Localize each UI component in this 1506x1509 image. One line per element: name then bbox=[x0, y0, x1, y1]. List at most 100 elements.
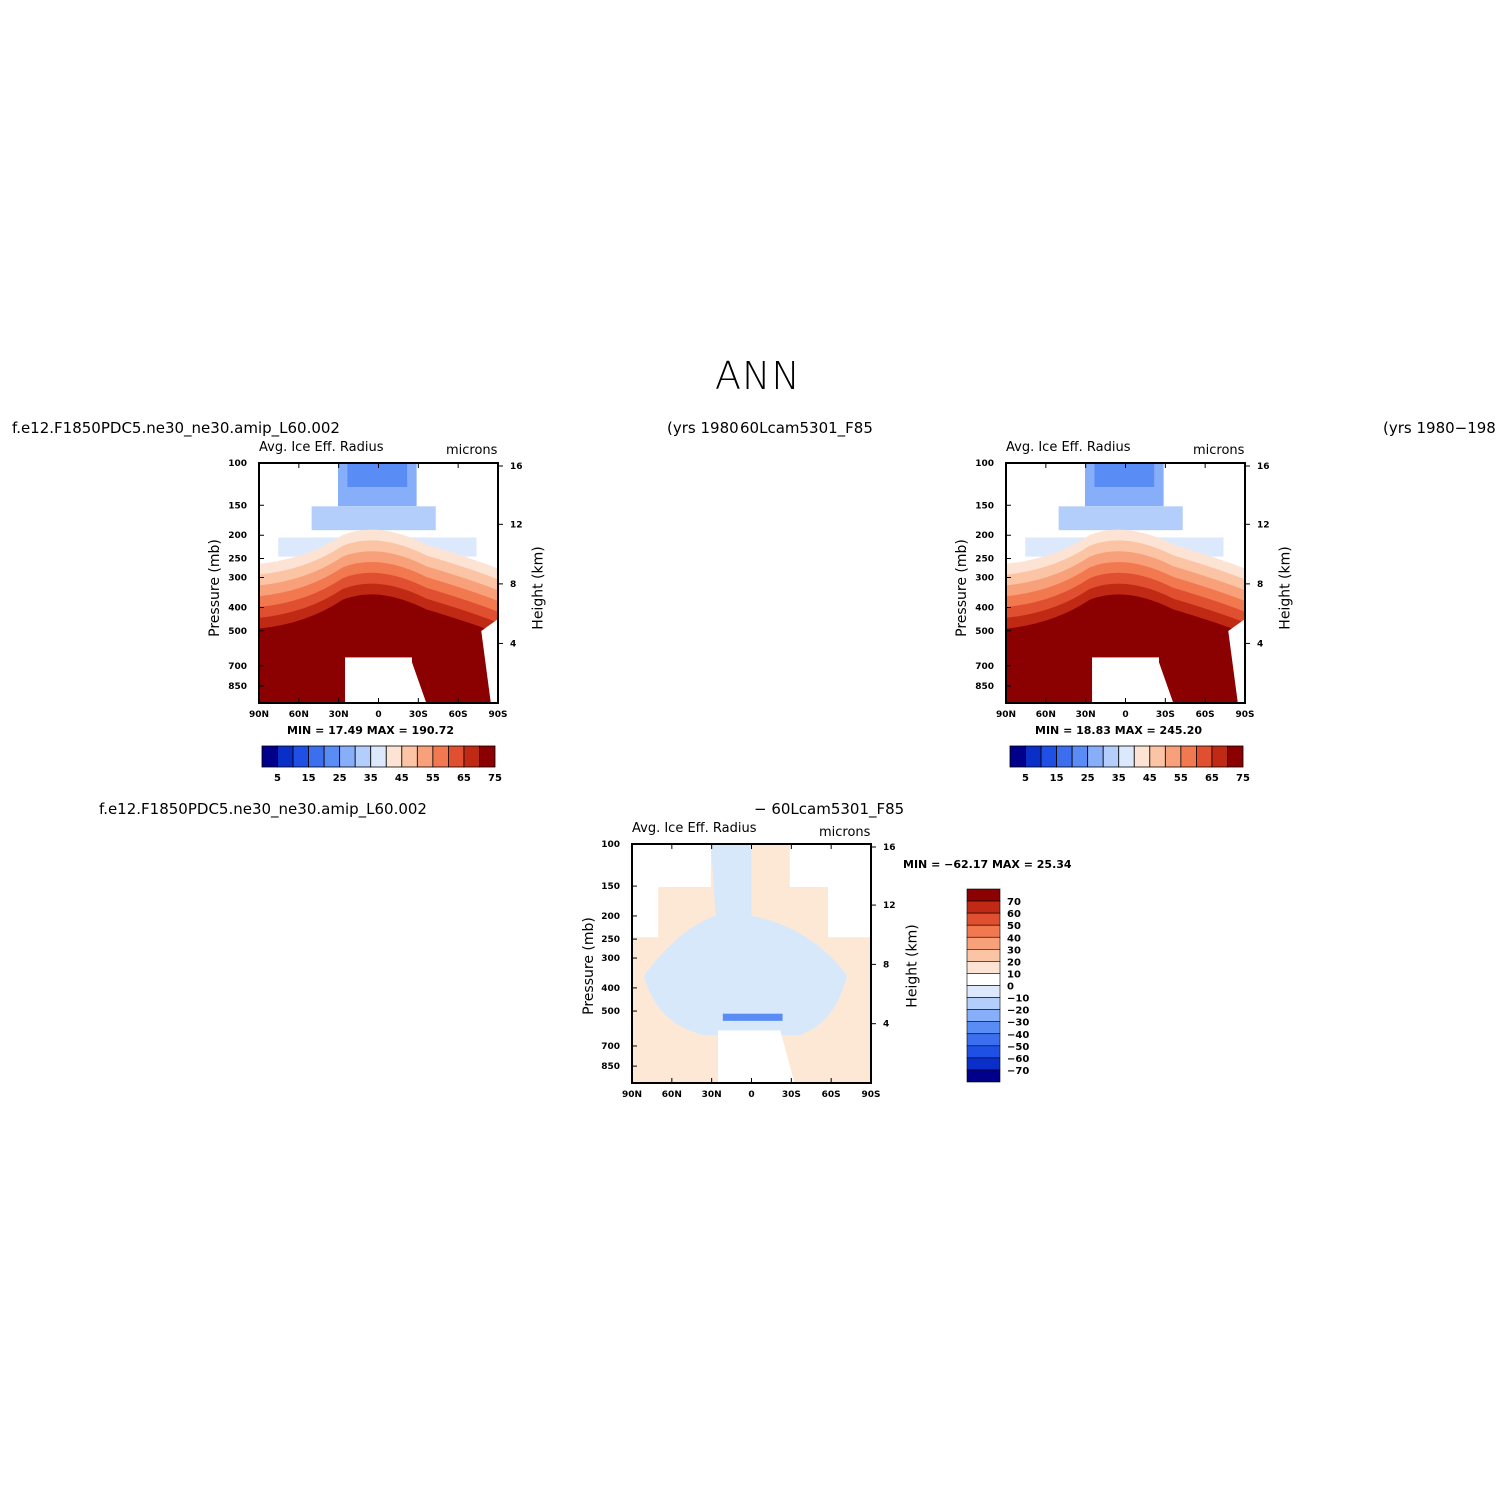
field-mask bbox=[259, 537, 279, 562]
colorbar-box bbox=[479, 745, 496, 768]
colorbar-box bbox=[966, 1045, 1001, 1059]
y-right-tick-label: 8 bbox=[1257, 580, 1263, 590]
field-mask bbox=[1092, 657, 1159, 703]
x-tick-label: 60N bbox=[662, 1090, 682, 1100]
colorbar-box bbox=[1102, 745, 1120, 768]
colorbar-label: −20 bbox=[1007, 1006, 1029, 1017]
colorbar-box bbox=[966, 888, 1001, 902]
y-tick-label: 850 bbox=[228, 682, 247, 692]
colorbar-box bbox=[1133, 745, 1151, 768]
field-mask bbox=[1006, 506, 1059, 538]
panel-1-title: Avg. Ice Eff. Radius bbox=[259, 440, 384, 455]
y-right-tick-label: 12 bbox=[883, 901, 896, 911]
panel-1-colorbar bbox=[261, 745, 496, 768]
y-tick-label: 300 bbox=[601, 954, 620, 964]
x-tick-label: 90N bbox=[249, 710, 269, 720]
field-mask bbox=[1223, 537, 1245, 562]
y-tick-label: 300 bbox=[228, 574, 247, 584]
x-tick-label: 90S bbox=[488, 710, 507, 720]
diff-case-label-right: − 60Lcam5301_F85 bbox=[754, 800, 905, 818]
x-tick-label: 90N bbox=[996, 710, 1016, 720]
case-label-left: f.e12.F1850PDC5.ne30_ne30.amip_L60.002 bbox=[12, 419, 340, 437]
years-label-right: (yrs 1980−198 bbox=[1383, 419, 1496, 437]
field-mask bbox=[789, 844, 871, 888]
field-mask bbox=[718, 1030, 795, 1083]
panel-2-units: microns bbox=[1193, 443, 1245, 458]
panel-2-field bbox=[1006, 463, 1245, 703]
panel-2-minmax: MIN = 18.83 MAX = 245.20 bbox=[1035, 724, 1203, 737]
y-right-tick-label: 8 bbox=[510, 580, 516, 590]
colorbar-box bbox=[966, 900, 1001, 914]
colorbar-label: 65 bbox=[1205, 773, 1219, 784]
panel-3-units: microns bbox=[819, 825, 871, 840]
field-mask bbox=[345, 657, 412, 703]
panel-2-axes bbox=[1005, 462, 1250, 704]
colorbar-label: 60 bbox=[1007, 909, 1021, 920]
y-tick-label: 700 bbox=[975, 662, 994, 672]
colorbar-box bbox=[1118, 745, 1135, 768]
field-mask bbox=[1163, 463, 1245, 507]
y-tick-label: 150 bbox=[975, 501, 994, 511]
colorbar-box bbox=[1180, 745, 1197, 768]
y-right-tick-label: 12 bbox=[510, 520, 523, 530]
y-tick-label: 400 bbox=[228, 603, 247, 613]
colorbar-box bbox=[292, 745, 310, 768]
y-tick-label: 500 bbox=[975, 627, 994, 637]
page-title: ANN bbox=[715, 354, 801, 398]
colorbar-box bbox=[1056, 745, 1073, 768]
colorbar-box bbox=[432, 745, 449, 768]
y-tick-label: 500 bbox=[228, 627, 247, 637]
colorbar-box bbox=[354, 745, 372, 768]
panel-1-units: microns bbox=[446, 443, 498, 458]
field-mask bbox=[632, 887, 659, 938]
colorbar-label: 30 bbox=[1007, 945, 1021, 956]
colorbar-box bbox=[966, 985, 1001, 998]
x-tick-label: 30N bbox=[702, 1090, 722, 1100]
y-tick-label: 700 bbox=[228, 662, 247, 672]
colorbar-label: −60 bbox=[1007, 1054, 1029, 1065]
field-block bbox=[1058, 506, 1183, 531]
y-tick-label: 150 bbox=[228, 501, 247, 511]
y-tick-label: 400 bbox=[975, 603, 994, 613]
colorbar-box bbox=[261, 745, 278, 768]
y-right-tick-label: 4 bbox=[510, 639, 516, 649]
panel-2-title: Avg. Ice Eff. Radius bbox=[1006, 440, 1131, 455]
field-mask bbox=[1006, 463, 1085, 507]
colorbar-label: 15 bbox=[302, 773, 316, 784]
y-right-tick-label: 8 bbox=[883, 960, 889, 970]
x-tick-label: 90S bbox=[1235, 710, 1254, 720]
y-right-tick-label: 4 bbox=[883, 1020, 889, 1030]
field-contour bbox=[643, 844, 848, 1036]
colorbar-label: −50 bbox=[1007, 1042, 1029, 1053]
colorbar-label: 20 bbox=[1007, 957, 1021, 968]
panel-3-minmax: MIN = −62.17 MAX = 25.34 bbox=[903, 858, 1072, 871]
y-tick-label: 850 bbox=[975, 682, 994, 692]
colorbar-box bbox=[966, 961, 1001, 974]
colorbar-box bbox=[966, 1009, 1001, 1022]
y-right-tick-label: 16 bbox=[1257, 462, 1270, 472]
colorbar-box bbox=[447, 745, 465, 768]
x-tick-label: 30S bbox=[782, 1090, 801, 1100]
colorbar-label: −40 bbox=[1007, 1030, 1029, 1041]
y-tick-label: 200 bbox=[228, 531, 247, 541]
colorbar-box bbox=[1196, 745, 1213, 768]
panel-3-field bbox=[632, 844, 871, 1083]
panel-1-axes bbox=[258, 462, 503, 704]
y-tick-label: 400 bbox=[601, 984, 620, 994]
y-tick-label: 100 bbox=[975, 459, 994, 469]
colorbar-label: 35 bbox=[1112, 773, 1126, 784]
colorbar-box bbox=[1025, 745, 1042, 768]
diff-case-label-left: f.e12.F1850PDC5.ne30_ne30.amip_L60.002 bbox=[99, 800, 427, 818]
y-tick-label: 250 bbox=[601, 935, 620, 945]
case-label-right: 60Lcam5301_F85 bbox=[740, 419, 873, 437]
y-tick-label: 250 bbox=[975, 555, 994, 565]
colorbar-box bbox=[1227, 745, 1244, 768]
y-tick-label: 150 bbox=[601, 882, 620, 892]
y-right-tick-label: 12 bbox=[1257, 520, 1270, 530]
colorbar-box bbox=[1087, 745, 1104, 768]
colorbar-label: 10 bbox=[1007, 969, 1021, 980]
y-tick-label: 200 bbox=[975, 531, 994, 541]
field-mask bbox=[1228, 619, 1245, 703]
panel-1-minmax: MIN = 17.49 MAX = 190.72 bbox=[287, 724, 455, 737]
